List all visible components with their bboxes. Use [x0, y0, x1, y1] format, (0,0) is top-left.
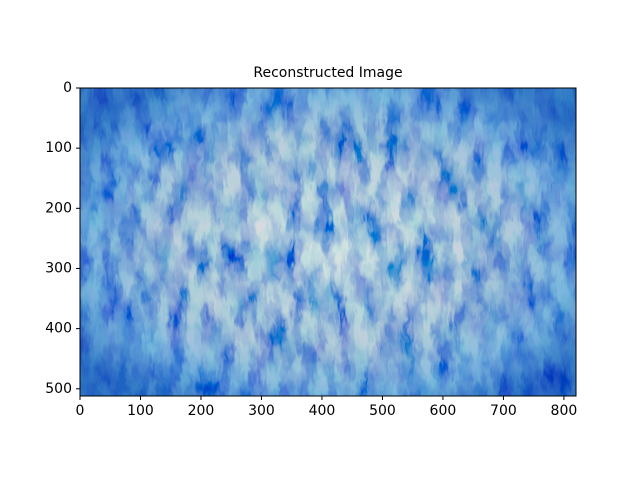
- axes-frame: [79, 87, 577, 397]
- x-tick-label: 0: [76, 403, 85, 419]
- image-texture: [80, 88, 576, 396]
- chart-title: Reconstructed Image: [253, 65, 402, 81]
- y-tick-label: 200: [45, 200, 72, 216]
- x-tick-label: 600: [430, 403, 457, 419]
- y-tick-label: 500: [45, 381, 72, 397]
- image: [80, 88, 576, 396]
- x-tick-label: 500: [369, 403, 396, 419]
- y-tick-label: 100: [45, 140, 72, 156]
- x-tick-label: 300: [248, 403, 275, 419]
- y-tick-label: 400: [45, 321, 72, 337]
- x-tick-label: 100: [127, 403, 154, 419]
- y-tick-label: 300: [45, 260, 72, 276]
- x-tick-label: 200: [188, 403, 215, 419]
- x-tick-label: 700: [490, 403, 517, 419]
- y-tick-label: 0: [63, 80, 72, 96]
- x-tick-label: 800: [551, 403, 578, 419]
- x-tick-label: 400: [309, 403, 336, 419]
